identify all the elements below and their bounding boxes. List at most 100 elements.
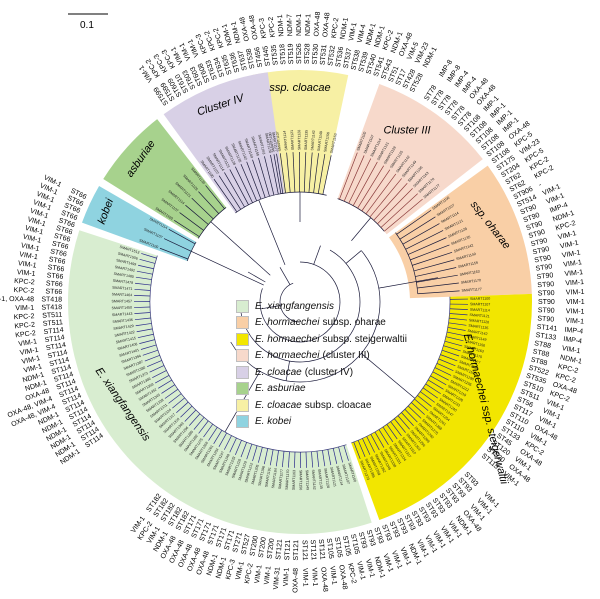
resistance-gene-label: KPC-2: [14, 313, 35, 321]
resistance-gene-label: VIM-1: [23, 363, 43, 374]
resistance-gene-label: VIM-1: [564, 269, 583, 278]
strain-type-label: ST537: [343, 47, 354, 69]
branch-line: [134, 295, 151, 297]
leaf-label: SMART1107: [275, 131, 282, 152]
branch-arc: [197, 207, 227, 239]
strain-type-label: ST114: [47, 349, 68, 360]
legend-species-name: E. hormaechei: [255, 350, 320, 362]
branch-line: [447, 327, 466, 331]
branch-line: [168, 228, 196, 245]
branch-line: [449, 308, 468, 310]
leaf-label: SMART1408: [117, 342, 138, 351]
resistance-gene-label: VIM-1: [283, 567, 291, 586]
legend-item: E. hormaechei subsp. steigerwaltii: [236, 331, 426, 348]
branch-line: [135, 282, 152, 286]
leaf-label: SMART1478: [112, 279, 133, 285]
leaf-label: SMART1177: [461, 287, 481, 292]
resistance-gene-label: VIM-1: [17, 260, 37, 269]
resistance-gene-label: KPC-2: [15, 330, 36, 339]
strain-type-label: ST66: [46, 272, 63, 281]
strain-type-label: ST121: [284, 539, 292, 560]
resistance-gene-label: OXA-48: [337, 564, 348, 590]
legend-item: E. xiangfangensis: [236, 298, 426, 315]
legend-species-name: E. cloacae: [255, 366, 302, 378]
leaf-label: SMART1471: [112, 286, 133, 292]
branch-line: [446, 331, 465, 337]
branch-line: [258, 199, 286, 266]
branch-line: [361, 353, 416, 399]
strain-type-label: ST90: [535, 263, 553, 272]
branch-line: [305, 451, 307, 468]
scale-bar: 0.1: [68, 13, 108, 31]
legend-swatch: [236, 415, 249, 429]
legend-species-name: E. kobei: [255, 416, 292, 428]
leaf-label: SMART1149: [317, 131, 323, 152]
strain-type-label: ST538: [246, 48, 257, 70]
strain-type-label: ST66: [47, 264, 65, 273]
branch-line: [179, 212, 204, 231]
leaf-label: SMART1128: [447, 227, 467, 239]
branch-line: [415, 267, 457, 277]
branch-line: [246, 161, 262, 200]
leaf-label: SMART1198: [454, 370, 474, 382]
clade-sectors: [67, 69, 532, 535]
strain-type-label: ST66: [55, 225, 73, 237]
branch-line: [410, 244, 450, 261]
leaf-label: SMART1114: [470, 308, 490, 313]
legend-subspecies: (cluster IV): [304, 366, 354, 378]
strain-type-label: ST418: [41, 304, 62, 311]
branch-line: [378, 277, 438, 289]
leaf-label: SMART1100: [347, 462, 357, 483]
strain-type-label: ST90: [525, 220, 543, 232]
branch-line: [443, 345, 461, 352]
resistance-gene-label: VIM-1: [565, 279, 584, 287]
branch-line: [240, 163, 258, 202]
clade-label-cloacae: ssp. cloacae: [269, 82, 330, 94]
resistance-gene-label: -: [538, 181, 544, 189]
branch-line: [427, 379, 444, 390]
branch-line: [332, 448, 338, 464]
strain-type-label: ST133: [535, 332, 557, 342]
strain-type-label: ST88: [530, 357, 548, 368]
leaf-label: SMART1219: [238, 460, 248, 481]
leaf-label: SMART1485: [113, 272, 134, 279]
branch-line: [308, 152, 313, 193]
strain-type-label: ST90: [538, 299, 555, 306]
branch-line: [405, 230, 444, 250]
strain-type-label: ST90: [538, 290, 555, 298]
resistance-gene-label: KPC-2: [14, 322, 35, 331]
branch-line: [440, 354, 458, 362]
branch-line: [313, 245, 321, 265]
strain-type-label: ST518: [279, 44, 287, 65]
branch-line: [436, 362, 454, 371]
branch-line: [191, 197, 214, 220]
branch-line: [264, 156, 275, 196]
leaf-label: SMART1191: [457, 365, 477, 376]
strain-type-label: ST200: [249, 535, 260, 557]
resistance-gene-label: VIM-1: [20, 242, 40, 253]
resistance-gene-label: OXA-48: [239, 16, 251, 42]
branch-line: [205, 185, 225, 209]
resistance-gene-label: OXA-48: [248, 14, 259, 40]
legend-species-name: E. xiangfangensis: [255, 300, 334, 312]
branch-line: [163, 238, 192, 252]
resistance-gene-label: OXA-48: [313, 11, 322, 36]
resistance-gene-label: VIM-1: [561, 249, 581, 259]
branch-line: [374, 431, 385, 448]
branch-line: [161, 384, 176, 394]
leaf-label: SMART1114: [335, 465, 343, 485]
leaf-label: SMART1156: [458, 261, 479, 269]
branch-line: [135, 323, 152, 327]
legend-species-name: E. cloacae: [255, 399, 302, 411]
branch-line: [140, 344, 157, 350]
branch-line: [152, 370, 167, 379]
strain-type-label: ST121: [275, 539, 284, 560]
branch-arc: [186, 241, 197, 262]
resistance-gene-label: NDM-1: [296, 14, 303, 36]
strain-type-label: ST66: [53, 233, 71, 244]
strain-type-label: ST535: [271, 44, 280, 65]
legend-subspecies: subsp. oharae: [322, 317, 386, 329]
resistance-gene-label: VIM-1: [235, 561, 246, 581]
strain-type-label: ST90: [537, 281, 554, 289]
clade-sector-asburiae: [103, 119, 227, 239]
